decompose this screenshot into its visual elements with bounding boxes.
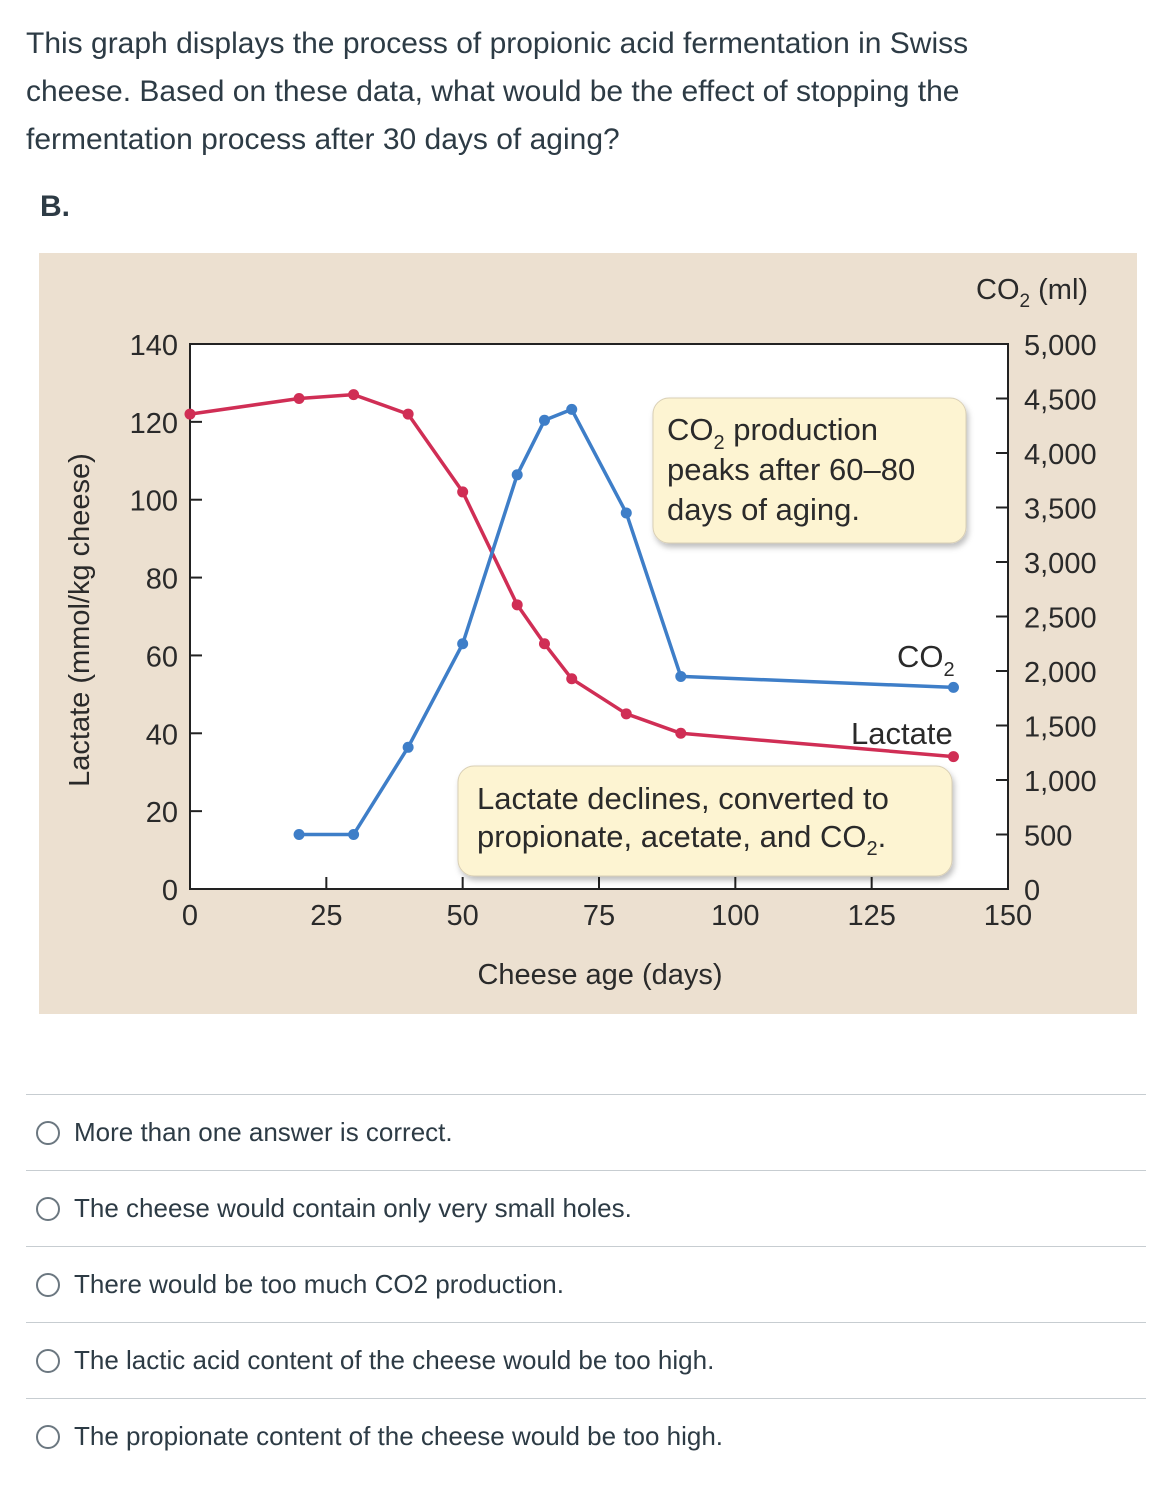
question-line-2: cheese. Based on these data, what would … (26, 75, 960, 108)
svg-text:propionate, acetate, and CO2.: propionate, acetate, and CO2. (477, 819, 886, 860)
question-text: This graph displays the process of propi… (26, 20, 1136, 164)
choice-lactic-acid-high[interactable]: The lactic acid content of the cheese wo… (26, 1322, 1146, 1398)
right-tick-label: 1,000 (1024, 766, 1097, 798)
lactate-series-label: Lactate (851, 716, 953, 751)
co2-data-point (566, 403, 578, 415)
part-label: B. (40, 190, 70, 223)
lactate-data-point (293, 393, 305, 404)
radio-button[interactable] (36, 1348, 60, 1373)
x-axis-label: Cheese age (days) (477, 959, 722, 991)
co2-data-point (293, 829, 305, 840)
question-line-1: This graph displays the process of propi… (26, 27, 969, 60)
series-layer (184, 389, 959, 840)
right-tick-label: 3,000 (1024, 548, 1097, 580)
right-tick-label: 500 (1024, 821, 1072, 853)
answer-choices: More than one answer is correct. The che… (26, 1094, 1146, 1474)
right-tick-label: 4,500 (1024, 385, 1097, 417)
radio-button[interactable] (36, 1196, 60, 1221)
radio-button[interactable] (36, 1424, 60, 1449)
co2-series-label: CO2 (897, 639, 955, 681)
lactate-data-point (538, 638, 550, 650)
co2-data-point (947, 681, 959, 693)
right-tick-label: 5,000 (1024, 330, 1097, 362)
co2-data-point (620, 507, 632, 519)
chart-figure: 0 20 40 60 80 100 120 140 0 500 1,000 1,500 2,000 2,… (39, 253, 1137, 1014)
peak-line-3: days of aging. (667, 492, 860, 527)
lactate-data-point (675, 727, 687, 739)
left-tick-label: 20 (146, 797, 178, 829)
lactate-data-point (348, 389, 360, 401)
decline-line-1: Lactate declines, converted to (477, 781, 889, 816)
co2-data-point (402, 741, 414, 753)
lactate-data-point (511, 599, 523, 611)
co2-data-point (675, 670, 687, 682)
lactate-data-point (566, 673, 578, 685)
choice-small-holes[interactable]: The cheese would contain only very small… (26, 1170, 1146, 1246)
lactate-data-point (402, 408, 414, 420)
co2-data-point (457, 638, 469, 650)
left-tick-label: 100 (130, 486, 178, 518)
left-tick-label: 60 (146, 641, 178, 673)
right-tick-label: 1,500 (1024, 712, 1097, 744)
right-tick-label: 4,000 (1024, 439, 1097, 471)
decline-callout: Lactate declines, converted to propionat… (457, 765, 953, 877)
lactate-data-point (184, 408, 196, 420)
bottom-tick-label: 50 (447, 900, 479, 932)
choice-more-than-one[interactable]: More than one answer is correct. (26, 1094, 1146, 1170)
bottom-tick-label: 100 (711, 900, 759, 932)
svg-text:CO2 production: CO2 production (667, 412, 878, 454)
choice-label: The propionate content of the cheese wou… (74, 1421, 724, 1451)
right-tick-label: 2,500 (1024, 603, 1097, 635)
left-tick-label: 80 (146, 564, 178, 596)
lactate-data-point (947, 751, 959, 763)
choice-label: There would be too much CO2 production. (74, 1269, 564, 1299)
bottom-axis: 0 25 50 75 100 125 150 (182, 877, 1032, 932)
lactate-data-point (457, 486, 469, 498)
bottom-tick-label: 150 (984, 900, 1032, 932)
question-line-3: fermentation process after 30 days of ag… (26, 123, 620, 156)
bottom-tick-label: 75 (583, 900, 615, 932)
left-tick-label: 120 (130, 408, 178, 440)
right-tick-label: 0 (1024, 875, 1040, 907)
radio-button[interactable] (36, 1120, 60, 1145)
choice-label: The lactic acid content of the cheese wo… (74, 1345, 715, 1375)
right-tick-label: 3,500 (1024, 494, 1097, 526)
lactate-data-point (620, 708, 632, 720)
left-tick-label: 140 (130, 330, 178, 362)
y-axis-right-label: CO2 (ml) (976, 274, 1088, 312)
right-axis: 0 500 1,000 1,500 2,000 2,500 3,000 3,500 4,000 4… (996, 330, 1097, 907)
co2-series-line (299, 407, 954, 837)
bottom-tick-label: 125 (847, 900, 895, 932)
choice-label: The cheese would contain only very small… (74, 1193, 632, 1223)
left-tick-label: 0 (162, 875, 178, 907)
radio-button[interactable] (36, 1272, 60, 1297)
co2-data-point (511, 469, 523, 481)
bottom-tick-label: 25 (310, 900, 342, 932)
co2-data-point (348, 829, 360, 840)
peak-line-2: peaks after 60–80 (667, 452, 915, 487)
choice-too-much-co2[interactable]: There would be too much CO2 production. (26, 1246, 1146, 1322)
right-tick-label: 2,000 (1024, 657, 1097, 689)
co2-data-point (538, 414, 550, 426)
left-axis: 0 20 40 60 80 100 120 140 (130, 330, 202, 907)
choice-propionate-high[interactable]: The propionate content of the cheese wou… (26, 1398, 1146, 1474)
choice-label: More than one answer is correct. (74, 1117, 453, 1147)
peak-callout: CO2 production peaks after 60–80 days of… (652, 397, 967, 544)
y-axis-left-label: Lactate (mmol/kg cheese) (64, 453, 96, 787)
left-tick-label: 40 (146, 719, 178, 751)
bottom-tick-label: 0 (182, 900, 198, 932)
